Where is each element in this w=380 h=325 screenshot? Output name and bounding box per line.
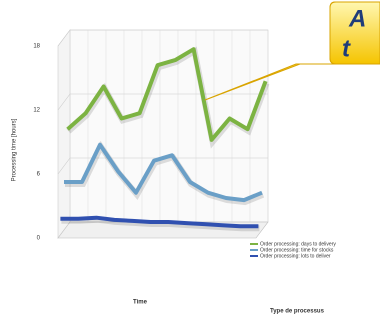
grid-line [57,29,268,47]
y-axis-title: Processing time [hours] [12,118,18,181]
legend-label: Order processing: lots to deliver [260,253,331,259]
callout-text: t [342,35,351,62]
y-tick-label: 0 [37,236,41,242]
grid-line [57,157,268,175]
y-tick-label: 6 [37,172,41,178]
side-wall [57,29,71,239]
callout-box [329,1,380,65]
y-tick-label: 18 [33,44,40,50]
y-tick-label: 12 [33,108,40,114]
legend-label: Order processing: time for stocks [260,247,334,253]
series-line [64,142,263,203]
series-line [66,47,268,142]
legend-title: Type de processus [270,309,325,315]
plot-area: 0 6 12 18 [33,29,270,242]
series-line [60,215,259,229]
legend-label: Order processing: days to delivery [260,241,336,247]
x-axis-title: Time [133,300,148,306]
callout-text: A [348,5,366,32]
